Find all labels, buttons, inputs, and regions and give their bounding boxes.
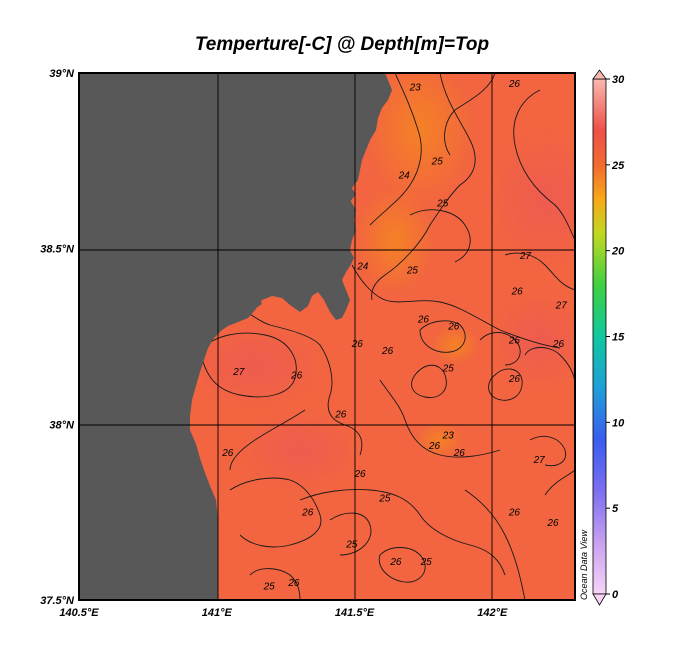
land-mass [79, 73, 392, 600]
contour-line [229, 409, 306, 471]
contour-label: 26 [552, 339, 565, 350]
contour-line [409, 209, 471, 263]
contour-line [488, 368, 523, 401]
contour-label: 26 [508, 79, 521, 90]
contour-label: 26 [221, 448, 234, 459]
contour-line [229, 477, 322, 548]
colorbar-tick-label: 20 [611, 246, 625, 258]
contour-line [299, 489, 506, 576]
contour-label: 26 [508, 374, 521, 385]
colorbar-tick-label: 0 [612, 589, 619, 601]
x-tick-label: 141°E [202, 607, 233, 619]
contour-label: 25 [378, 494, 391, 505]
warm-patch [490, 290, 575, 390]
colorbar-tick-label: 15 [612, 332, 625, 344]
contour-line [464, 489, 526, 600]
contour-label: 26 [351, 339, 364, 350]
colorbar-tick-label: 10 [612, 417, 625, 429]
contour-label: 25 [406, 265, 419, 276]
y-tick-label: 39°N [49, 68, 75, 80]
contour-line [504, 252, 575, 291]
contour-label: 27 [519, 251, 532, 262]
colorbar-tick-label: 30 [612, 74, 625, 86]
cool-patch [415, 422, 465, 458]
contour-line [444, 73, 496, 156]
warm-patch [485, 130, 575, 270]
contour-label: 26 [428, 441, 441, 452]
watermark: Ocean Data View [579, 530, 589, 600]
x-axis-ticks: 140.5°E 141°E 141.5°E 142°E [59, 607, 508, 619]
colorbar-tick-label: 25 [611, 160, 625, 172]
contour-lines [199, 73, 575, 600]
contour-label: 26 [287, 578, 300, 589]
contour-label: 27 [533, 455, 546, 466]
contour-label: 25 [420, 557, 433, 568]
contour-label: 23 [409, 83, 422, 94]
colorbar-ticks: 30 25 20 15 10 5 0 [606, 74, 625, 601]
contour-line [249, 568, 301, 600]
contour-line [524, 347, 575, 386]
contour-label: 26 [453, 448, 466, 459]
y-tick-label: 38.5°N [40, 244, 75, 256]
contour-line [544, 469, 575, 496]
contour-line [411, 364, 447, 398]
contour-label: 25 [345, 539, 358, 550]
contour-label: 26 [389, 557, 402, 568]
contour-line [329, 512, 372, 556]
contour-label: 26 [290, 371, 303, 382]
contour-label: 26 [301, 508, 314, 519]
colorbar-bottom-arrow [592, 593, 607, 606]
contour-line [419, 320, 466, 353]
contour-line [479, 332, 521, 366]
contour-label: 24 [356, 262, 369, 273]
y-tick-label: 38°N [49, 419, 75, 431]
contour-line [379, 379, 501, 458]
warm-patch [185, 320, 325, 410]
contour-label: 26 [508, 336, 521, 347]
contour-line [529, 436, 567, 467]
contour-label: 26 [354, 469, 367, 480]
y-tick-label: 37.5°N [40, 595, 75, 607]
plot-frame [78, 72, 576, 601]
contour-label: 26 [511, 286, 524, 297]
contour-label: 26 [381, 346, 394, 357]
contour-label: 26 [417, 314, 430, 325]
contour-label: 25 [431, 156, 444, 167]
cool-patch [430, 325, 480, 365]
x-tick-label: 141.5°E [335, 607, 375, 619]
colorbar-scale [592, 78, 607, 595]
contour-label: 25 [442, 364, 455, 375]
contour-line [378, 547, 426, 583]
contour-label: 26 [508, 508, 521, 519]
contour-line [369, 73, 422, 226]
contour-line [513, 89, 575, 241]
land-inlet [232, 292, 262, 316]
contour-label: 24 [398, 170, 411, 181]
map-plot-area [79, 73, 575, 600]
contour-line [371, 73, 476, 301]
contour-label: 27 [232, 367, 245, 378]
x-tick-label: 140.5°E [59, 607, 99, 619]
colorbar-tick-label: 5 [612, 503, 619, 515]
contour-line [224, 299, 363, 456]
land-islet [340, 186, 356, 202]
contour-label: 26 [447, 321, 460, 332]
contour-line [351, 264, 561, 349]
contour-line [199, 332, 297, 398]
page-title: Temperture[-C] @ Depth[m]=Top [194, 34, 490, 55]
colorbar: 30 25 20 15 10 5 0 [592, 69, 625, 606]
contour-label: 27 [555, 300, 568, 311]
graticule [79, 73, 575, 600]
contour-label: 26 [334, 409, 347, 420]
contour-label: 26 [546, 518, 559, 529]
colorbar-top-arrow [592, 69, 607, 80]
contour-label: 25 [263, 581, 276, 592]
contour-label: 25 [436, 199, 449, 210]
contour-label: 23 [442, 430, 455, 441]
x-tick-label: 142°E [477, 607, 508, 619]
warm-patch [240, 410, 360, 490]
y-axis-ticks: 39°N 38.5°N 38°N 37.5°N [40, 68, 75, 607]
